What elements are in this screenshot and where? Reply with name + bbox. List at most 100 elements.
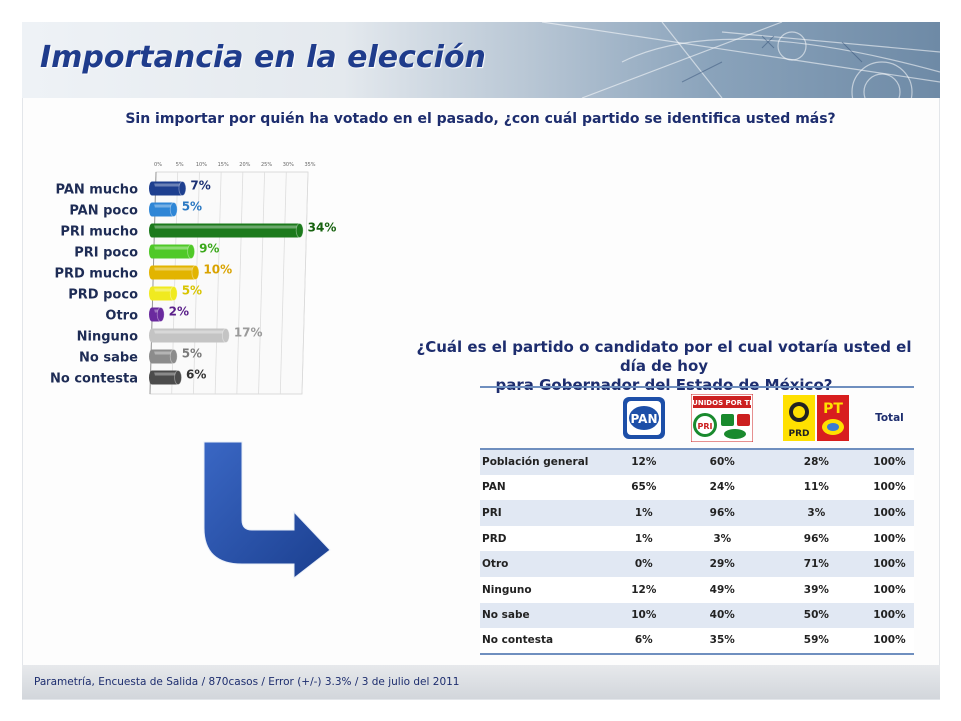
cell-prd: 39% [803,583,829,596]
cell-pri: 40% [709,609,735,622]
bar-end-cap [174,370,182,385]
cell-prd: 71% [803,558,829,571]
footer-source: Parametría, Encuesta de Salida / 870caso… [34,676,460,688]
x-tick-label: 5% [176,162,184,168]
table-row: No sabe 10% 40% 50% 100% [480,602,914,629]
bar-highlight [152,330,226,334]
pri-logo-text: PRI [698,422,713,431]
pri-logo: UNIDOS POR TI PRI [677,387,768,449]
table-row: No contesta 6% 35% 59% 100% [480,628,914,654]
vote-table: PAN UNIDOS POR TI PRI [480,386,914,655]
cell-pan: 1% [634,532,653,545]
page-title: Importancia en la elección [40,40,486,75]
data-label: 5% [182,347,202,361]
bar-chart-svg: 0% 5% 10% 15% 20% 25% 30% 35%PAN mucho 7%PAN poc… [50,162,337,395]
bar-end-cap [169,202,178,217]
data-label: 6% [186,368,206,382]
cell-total: 100% [873,506,906,519]
bar-end-cap [169,286,178,301]
pan-logo-text: PAN [630,412,657,426]
bar [152,202,174,217]
data-label: 2% [169,305,189,319]
question2-line2: para Gobernador del Estado de México? [495,376,833,394]
pt-logo-text: PT [823,401,843,417]
cell-pan: 65% [631,481,657,494]
bar-end-cap [156,307,165,322]
pan-logo-icon: PAN [622,397,665,439]
bar [152,307,161,322]
category-label: PRI mucho [60,225,138,240]
data-label: 7% [190,179,210,193]
bar-highlight [152,183,183,187]
bar-highlight [152,309,161,313]
cell-prd: 28% [803,456,829,469]
gridline [301,171,309,395]
cell-pan: 6% [634,634,653,647]
cell-pan: 10% [631,609,657,622]
identification-chart: 0% 5% 10% 15% 20% 25% 30% 35% PAN mucho 7% PAN poc… [40,150,350,404]
row-label: No contesta [482,634,554,647]
title-banner [22,22,940,98]
data-label: 34% [308,221,337,235]
x-tick-label: 30% [283,162,294,168]
bar-start-cap [149,370,155,385]
bar-highlight [152,225,300,229]
cell-total: 100% [873,558,906,571]
cell-pri: 96% [709,506,735,519]
bar [152,265,196,280]
banner-decoration [541,22,940,98]
table-row: PAN 65% 24% 11% 100% [480,474,914,501]
cell-pri: 60% [709,456,735,469]
row-label: PRI [482,506,502,519]
row-label: No sabe [482,609,530,622]
row-label: Ninguno [482,583,532,596]
question2-line1: ¿Cuál es el partido o candidato por el c… [416,338,912,375]
category-label: PRD mucho [54,267,138,282]
table-header-row: PAN UNIDOS POR TI PRI [480,387,914,449]
table-row: Población general 12% 60% 28% 100% [480,449,914,475]
cell-pri: 3% [713,532,732,545]
question-identification: Sin importar por quién ha votado en el p… [125,111,836,127]
bar-highlight [152,246,192,250]
category-label: PAN poco [69,204,138,219]
data-label: 17% [234,326,263,340]
category-label: Ninguno [77,330,138,345]
bar-highlight [152,351,174,355]
prd-logo-text: PRD [789,429,810,439]
bar-start-cap [149,223,155,238]
cell-prd: 50% [803,609,829,622]
gridline [214,171,222,395]
bar [152,328,226,343]
table-body: Población general 12% 60% 28% 100% PAN 65% 24% 1… [480,449,914,654]
table-row: PRD 1% 3% 96% 100% [480,525,914,552]
table-row: PRI 1% 96% 3% 100% [480,500,914,526]
prd-pt-logo: PRD PT [768,387,865,449]
bar-end-cap [178,181,187,196]
cell-prd: 3% [807,506,826,519]
bar-start-cap [149,202,155,217]
bar [152,223,300,238]
x-tick-label: 10% [196,162,207,168]
pri-logo-icon: UNIDOS POR TI PRI [691,394,754,442]
gridline [193,171,200,395]
bar-start-cap [149,181,155,196]
row-label: PRD [482,532,507,545]
cell-total: 100% [873,532,906,545]
x-tick-label: 0% [154,162,162,168]
bar-highlight [152,288,174,292]
bar [152,370,179,385]
cell-pan: 1% [634,506,653,519]
x-tick-label: 25% [261,162,272,168]
pan-logo: PAN [611,387,677,449]
bar-start-cap [149,328,155,343]
bar-highlight [152,204,174,208]
bar-end-cap [169,349,178,364]
bar-highlight [152,372,179,376]
cell-pan: 0% [634,558,653,571]
category-label: No sabe [79,351,138,366]
question-vote-intention: ¿Cuál es el partido o candidato por el c… [404,338,924,395]
bar-highlight [152,267,196,271]
bar-end-cap [221,328,230,343]
table-row: Otro 0% 29% 71% 100% [480,551,914,577]
cell-pri: 49% [709,583,735,596]
